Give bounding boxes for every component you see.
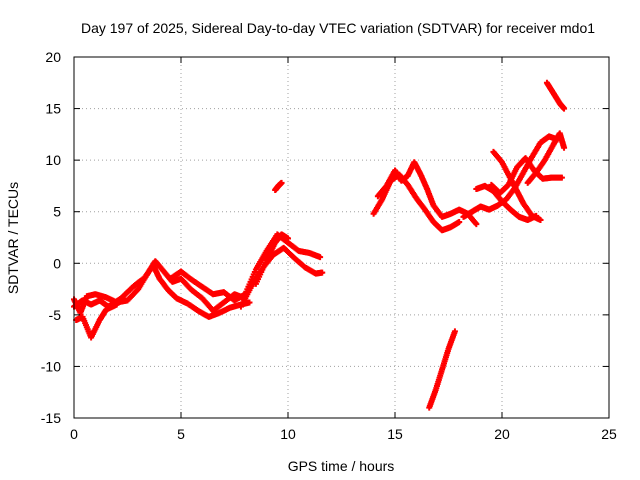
axis-ticks: 0 5 10 15 20 25 -15 -10 -5 0 5 10 15 20 <box>41 49 617 442</box>
data-point <box>537 216 544 223</box>
y-tick-label: 5 <box>53 204 61 220</box>
data-point <box>285 235 291 242</box>
y-tick-label: 10 <box>45 152 61 168</box>
y-tick-label: -10 <box>41 358 61 374</box>
grid <box>74 57 609 418</box>
data-point <box>246 299 253 306</box>
series-arc-n <box>524 130 568 186</box>
series-arc-p <box>426 328 458 411</box>
series-arc-d <box>167 231 324 304</box>
series-arc-k <box>473 182 540 223</box>
series-arc-i <box>374 159 480 228</box>
data-point <box>456 219 463 226</box>
data-point <box>451 328 458 335</box>
data-point <box>319 269 326 276</box>
x-tick-label: 0 <box>70 426 78 442</box>
series-arc-f <box>252 231 291 287</box>
chart-title: Day 197 of 2025, Sidereal Day-to-day VTE… <box>81 20 595 36</box>
series-arc-g <box>272 179 285 194</box>
data-point <box>317 254 324 261</box>
series-arc-b <box>71 262 253 320</box>
y-tick-label: -15 <box>41 410 61 426</box>
y-tick-label: 15 <box>45 101 61 117</box>
x-tick-label: 5 <box>177 426 185 442</box>
data-points <box>71 79 568 411</box>
series-arc-a <box>71 258 249 316</box>
y-tick-label: 0 <box>53 255 61 271</box>
series-arc-c <box>73 301 120 341</box>
x-tick-label: 20 <box>494 426 510 442</box>
data-point <box>113 301 120 308</box>
data-point <box>473 221 480 228</box>
x-tick-label: 15 <box>387 426 403 442</box>
data-point <box>558 174 565 181</box>
series-arc-h <box>370 171 463 234</box>
x-axis-label: GPS time / hours <box>288 458 395 474</box>
data-point <box>278 179 285 186</box>
series-arc-m <box>490 148 544 223</box>
series-arc-o <box>543 79 568 112</box>
x-tick-label: 25 <box>601 426 617 442</box>
data-point <box>561 144 568 151</box>
y-axis-label: SDTVAR / TECUs <box>5 182 21 294</box>
y-tick-label: -5 <box>49 307 62 323</box>
data-point <box>561 105 568 112</box>
y-tick-label: 20 <box>45 49 61 65</box>
x-tick-label: 10 <box>280 426 296 442</box>
plot-frame <box>73 56 610 419</box>
